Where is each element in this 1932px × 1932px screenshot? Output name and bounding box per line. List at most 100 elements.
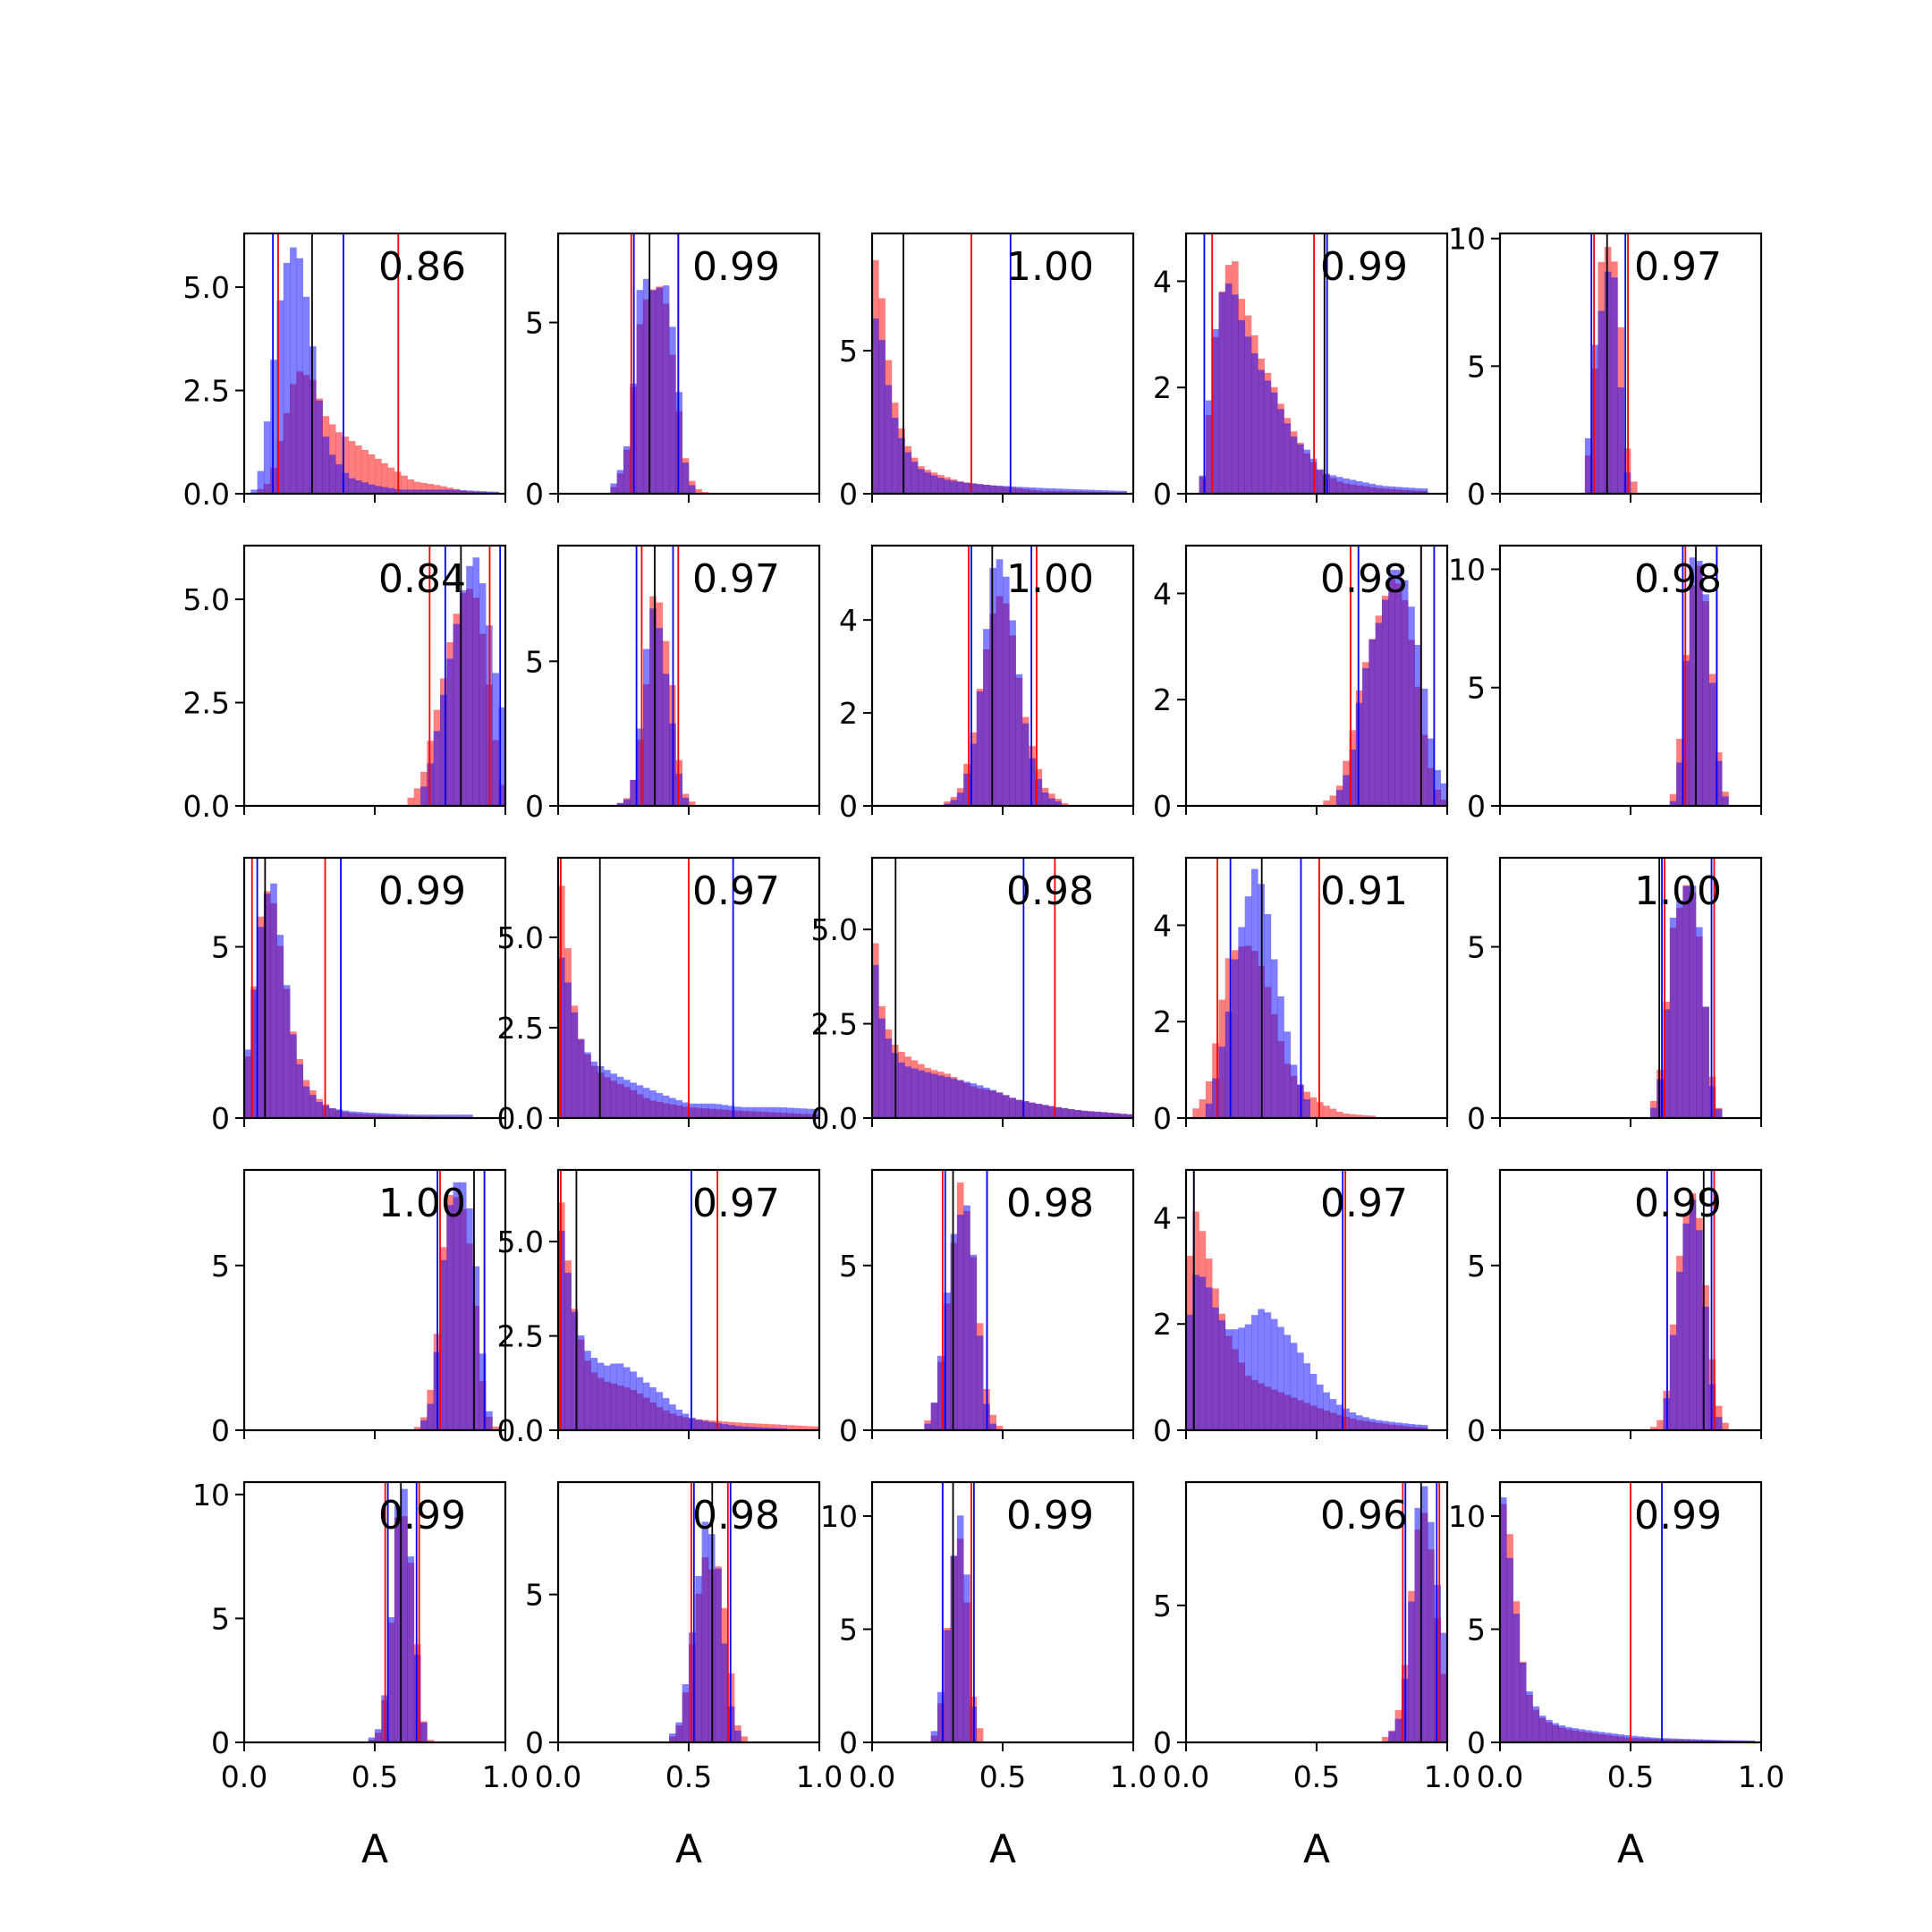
blue-bar — [1212, 328, 1219, 494]
panel-r1-c2: 050.99 — [525, 232, 821, 512]
blue-bar — [1224, 1011, 1233, 1118]
blue-bar — [1708, 682, 1716, 806]
panel-r5-c1: 0.0 0.5 1.0 0 5 10 0.99 — [192, 1478, 529, 1794]
blue-bar — [721, 1424, 729, 1430]
blue-bar — [950, 480, 958, 494]
blue-bar — [1238, 927, 1245, 1118]
x-tick-label: 0.5 — [979, 1759, 1026, 1794]
blue-bar — [597, 1362, 605, 1430]
blue-bar — [1284, 423, 1292, 494]
y-tick-label: 0 — [1153, 1101, 1172, 1136]
red-bar — [433, 485, 441, 494]
blue-bar — [754, 1427, 761, 1430]
y-tick-label: 5.0 — [811, 912, 858, 947]
blue-bar — [1669, 1335, 1677, 1430]
blue-bar — [1532, 1706, 1540, 1742]
blue-bar — [1401, 487, 1409, 494]
y-tick-label: 0 — [839, 1725, 858, 1760]
blue-bar — [747, 1106, 755, 1118]
blue-bar — [656, 1092, 664, 1118]
blue-bar — [375, 1113, 382, 1118]
blue-bar — [1343, 478, 1350, 494]
blue-bar — [689, 1103, 696, 1118]
blue-bar — [492, 491, 499, 494]
blue-bar — [348, 1111, 356, 1118]
panel-r5-c5: 0.0 0.5 1.0 0 5 10 0.99 — [1448, 1480, 1784, 1794]
blue-bar — [401, 1488, 408, 1742]
blue-bar — [956, 1215, 964, 1430]
blue-bar — [1657, 1738, 1664, 1742]
blue-bar — [662, 1095, 670, 1118]
blue-bar — [1623, 1734, 1631, 1742]
blue-bar — [1041, 487, 1049, 494]
y-tick-label: 4 — [1153, 1200, 1172, 1235]
blue-bar — [263, 894, 271, 1118]
blue-bar — [335, 1109, 343, 1118]
blue-bar — [1708, 1740, 1716, 1742]
blue-bar — [1009, 486, 1016, 494]
red-bar — [375, 458, 382, 494]
panel-frame — [556, 232, 821, 496]
blue-bar — [1290, 1343, 1298, 1430]
blue-bar — [1414, 1424, 1422, 1430]
blue-bar — [918, 1070, 925, 1118]
blue-bar — [1611, 277, 1618, 494]
blue-bar — [773, 1106, 781, 1118]
blue-bar — [1199, 1276, 1207, 1430]
red-bar — [1649, 1427, 1657, 1430]
blue-bar — [433, 731, 441, 806]
blue-bar — [361, 1112, 369, 1118]
blue-bar — [1696, 560, 1703, 806]
blue-bar — [741, 1426, 748, 1430]
blue-bar — [276, 300, 284, 494]
blue-bar — [963, 1574, 970, 1742]
blue-bar — [446, 658, 453, 806]
blue-bar — [1080, 1110, 1089, 1118]
panel-r3-c4: 0 2 4 0.91 — [1153, 856, 1449, 1136]
blue-bar — [1258, 369, 1265, 494]
blue-bar — [328, 454, 336, 494]
y-tick-label: 0 — [1467, 1101, 1486, 1136]
blue-bar — [898, 1062, 905, 1118]
blue-bar — [348, 478, 356, 494]
blue-bar — [1734, 1740, 1742, 1742]
blue-bar — [1500, 1497, 1507, 1742]
blue-bar — [976, 1085, 984, 1118]
blue-bar — [727, 1425, 735, 1430]
blue-bar — [773, 1428, 781, 1430]
blue-bar — [656, 287, 664, 494]
blue-bar — [1264, 380, 1272, 494]
y-tick-label: 5 — [211, 930, 230, 965]
blue-bar — [1388, 1421, 1395, 1430]
blue-bar — [479, 1353, 487, 1430]
blue-bar — [1114, 1113, 1121, 1118]
x-axis-label-col-5: A — [1617, 1826, 1644, 1872]
blue-bar — [1349, 1412, 1357, 1430]
y-tick-label: 0 — [211, 1101, 230, 1136]
blue-bar — [715, 1568, 722, 1742]
blue-bar — [1244, 336, 1252, 494]
blue-bar — [918, 469, 925, 494]
blue-bar — [1408, 606, 1415, 806]
blue-bar — [1565, 1726, 1572, 1742]
blue-bar — [453, 1114, 461, 1118]
blue-bar — [1611, 1733, 1618, 1742]
blue-bar — [1676, 1271, 1683, 1430]
panel-annotation: 1.00 — [378, 1181, 466, 1226]
blue-bar — [1186, 1314, 1193, 1430]
panel-annotation: 0.96 — [1320, 1493, 1408, 1538]
blue-bar — [263, 421, 271, 494]
y-tick-label: 5 — [211, 1249, 230, 1284]
blue-bar — [375, 1729, 382, 1742]
blue-bar — [682, 797, 690, 806]
blue-bar — [1702, 1739, 1709, 1742]
blue-bar — [420, 489, 428, 494]
blue-bar — [1519, 1663, 1527, 1742]
blue-bar — [937, 1075, 945, 1118]
blue-bar — [1434, 769, 1441, 806]
blue-bar — [413, 1114, 421, 1118]
panel-r5-c4: 0.0 0.5 1.0 0 5 0.96 — [1153, 1480, 1470, 1794]
blue-bar — [675, 1409, 682, 1430]
blue-bar — [1258, 1309, 1265, 1430]
